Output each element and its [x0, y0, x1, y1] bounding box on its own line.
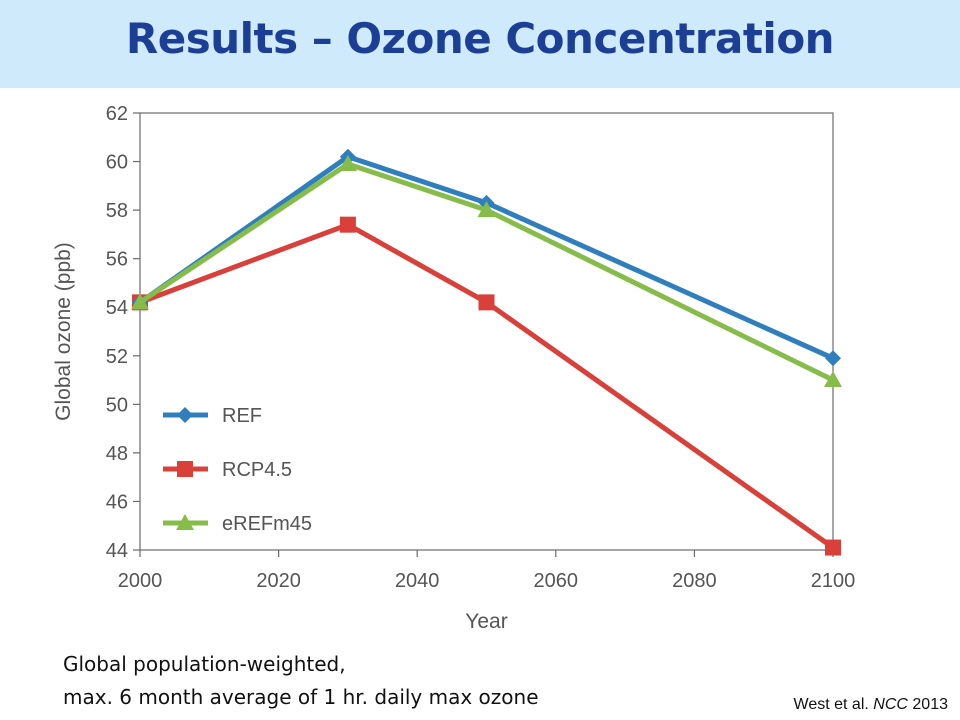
- data-point: [131, 293, 149, 310]
- y-tick-label: 52: [106, 346, 128, 368]
- chart-axes: 2000 2020 2040 2060 2080 2100 44 46 48 50 52 54 56 58…: [52, 103, 855, 633]
- legend-entry: REF: [163, 405, 262, 427]
- x-tick-label: 2000: [118, 570, 163, 592]
- y-tick-label: 60: [106, 152, 128, 174]
- legend-label: eREFm45: [222, 513, 312, 535]
- legend-swatch-marker: [177, 461, 193, 477]
- y-tick-label: 48: [106, 443, 128, 465]
- legend-label: REF: [222, 405, 262, 427]
- data-point: [824, 371, 842, 388]
- series-line: [138, 161, 835, 383]
- chart-series: [131, 148, 842, 556]
- x-axis-label: Year: [465, 610, 507, 633]
- legend-swatch-marker: [176, 514, 194, 530]
- y-tick-label: 46: [106, 491, 128, 513]
- data-point: [339, 216, 356, 233]
- x-tick-label: 2060: [534, 570, 579, 592]
- legend-label: RCP4.5: [222, 459, 292, 481]
- series-line: [138, 154, 835, 361]
- y-tick-label: 44: [106, 540, 128, 562]
- data-point: [477, 201, 496, 218]
- series-rcp4-5: [132, 216, 841, 556]
- y-axis-label: Global ozone (ppb): [52, 242, 75, 421]
- data-point: [338, 154, 357, 171]
- y-tick-label: 50: [106, 394, 128, 416]
- plot-frame: [139, 112, 834, 551]
- data-point: [825, 539, 841, 556]
- x-tick-label: 2040: [395, 570, 440, 592]
- y-tick-label: 56: [106, 249, 128, 271]
- title-bar: Results – Ozone Concentration: [0, 0, 960, 88]
- caption-line-1: Global population-weighted,: [63, 652, 346, 676]
- source-journal: NCC: [873, 696, 908, 713]
- chart-legend: REF RCP4.5 eREFm45: [163, 405, 312, 535]
- source-citation: West et al. NCC 2013: [794, 696, 948, 714]
- source-year: 2013: [912, 696, 948, 713]
- data-point: [478, 294, 495, 311]
- source-authors: West et al.: [793, 696, 869, 713]
- legend-swatch-marker: [177, 407, 193, 423]
- y-tick-label: 62: [106, 103, 128, 125]
- ozone-line-chart: 2000 2020 2040 2060 2080 2100 44 46 48 50 52 54 56 58…: [52, 103, 855, 633]
- legend-entry: eREFm45: [163, 513, 312, 535]
- series-erefm45: [131, 154, 842, 388]
- x-tick-label: 2080: [672, 570, 717, 592]
- caption-line-2: max. 6 month average of 1 hr. daily max …: [63, 685, 539, 709]
- y-tick-label: 58: [106, 200, 128, 222]
- series-line: [139, 222, 835, 550]
- chart-caption: Global population-weighted, max. 6 month…: [63, 648, 539, 714]
- x-tick-label: 2100: [811, 570, 856, 592]
- slide-title: Results – Ozone Concentration: [125, 14, 835, 63]
- y-tick-label: 54: [106, 297, 128, 319]
- data-point: [825, 350, 841, 367]
- x-tick-label: 2020: [256, 570, 301, 592]
- legend-entry: RCP4.5: [163, 459, 292, 481]
